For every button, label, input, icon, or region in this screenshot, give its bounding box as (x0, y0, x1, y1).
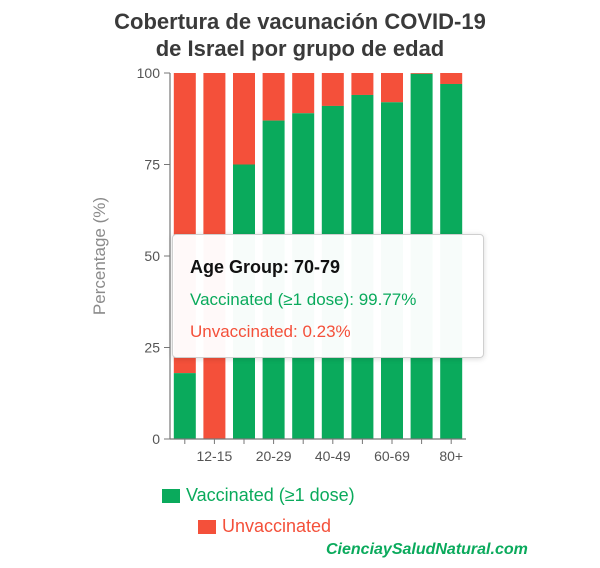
legend-swatch-vaccinated (162, 488, 180, 503)
legend-label-unvaccinated: Unvaccinated (222, 516, 332, 536)
tooltip-title: Age Group: 70-79 (190, 257, 341, 277)
chart-title-line-2: de Israel por grupo de edad (155, 36, 445, 61)
x-tick-label-12-15: 12-15 (196, 448, 232, 464)
chart-title-line-1: Cobertura de vacunación COVID-19 (114, 9, 486, 34)
y-axis-label: Percentage (%) (90, 197, 109, 315)
tooltip-vaccinated: Vaccinated (≥1 dose): 99.77% (190, 290, 417, 309)
bar-unvaccinated-30-39 (292, 73, 315, 114)
tooltip-unvaccinated: Unvaccinated: 0.23% (190, 322, 351, 341)
legend-item-unvaccinated[interactable]: Unvaccinated (198, 516, 331, 537)
bar-unvaccinated-16-19 (233, 73, 255, 165)
bar-vaccinated-5-11 (173, 373, 196, 439)
x-tick-label-60-69: 60-69 (374, 448, 410, 464)
legend-item-vaccinated[interactable]: Vaccinated (≥1 dose) (162, 485, 355, 506)
watermark: CienciaySaludNatural.com (326, 541, 528, 558)
bar-unvaccinated-50-59 (351, 73, 374, 95)
y-tick-label-75: 75 (144, 157, 160, 173)
y-tick-label-50: 50 (144, 248, 160, 264)
y-tick-label-100: 100 (137, 65, 161, 81)
tooltip: Age Group: 70-79 Vaccinated (≥1 dose): 9… (172, 234, 484, 358)
bar-unvaccinated-80+ (440, 73, 463, 84)
x-tick-label-20-29: 20-29 (256, 448, 292, 464)
bar-unvaccinated-60-69 (381, 73, 403, 103)
bar-unvaccinated-40-49 (321, 73, 344, 106)
x-tick-label-40-49: 40-49 (315, 448, 351, 464)
y-tick-label-25: 25 (144, 340, 160, 356)
bar-unvaccinated-20-29 (262, 73, 285, 121)
bar-unvaccinated-70-79 (410, 73, 433, 74)
legend-label-vaccinated: Vaccinated (≥1 dose) (186, 485, 355, 505)
x-tick-label-80+: 80+ (439, 448, 463, 464)
y-tick-label-0: 0 (152, 431, 160, 447)
legend-swatch-unvaccinated (198, 519, 216, 534)
chart-title: Cobertura de vacunación COVID-19 de Isra… (0, 8, 600, 62)
